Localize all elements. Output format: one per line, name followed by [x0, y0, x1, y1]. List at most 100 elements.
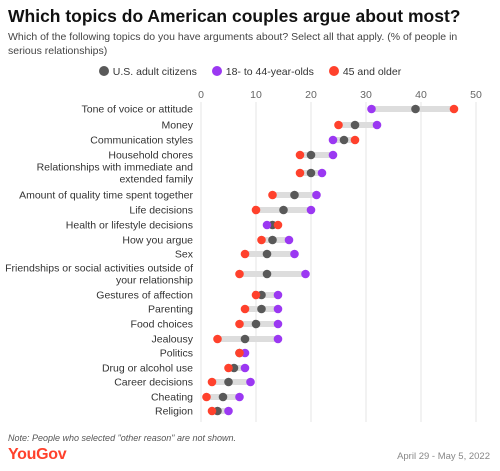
data-point-older	[235, 319, 244, 329]
data-point-all	[262, 269, 272, 279]
category-label-line: Relationships with immediate and	[37, 162, 194, 174]
category-label: Health or lifestyle decisions	[66, 220, 193, 232]
data-point-all	[306, 150, 316, 160]
category-label: Politics	[160, 348, 193, 360]
category-label-line: your relationship	[116, 275, 193, 287]
data-point-all	[268, 235, 277, 245]
x-tick-label: 40	[415, 89, 427, 101]
category-label: Food choices	[131, 319, 193, 331]
x-tick-label: 10	[250, 89, 262, 101]
category-label: Amount of quality time spent together	[19, 190, 193, 202]
data-point-young	[224, 406, 233, 416]
data-point-older	[449, 104, 459, 114]
chart-subtitle: Which of the following topics do you hav…	[8, 31, 458, 57]
legend-swatch-older	[328, 66, 339, 76]
data-point-older	[202, 392, 211, 402]
category-label: Communication styles	[90, 135, 193, 147]
data-point-young	[306, 205, 316, 215]
data-point-young	[367, 104, 376, 114]
source-logo: YouGov	[8, 446, 67, 463]
data-point-older	[273, 220, 283, 230]
legend-label-young: 18- to 44-year-olds	[225, 66, 314, 78]
category-label: Cheating	[151, 392, 193, 404]
data-point-all	[306, 168, 316, 178]
data-point-young	[246, 377, 255, 387]
data-point-older	[235, 269, 244, 279]
data-point-older	[295, 150, 305, 160]
data-point-older	[257, 235, 266, 245]
data-point-young	[328, 135, 338, 145]
data-point-older	[240, 249, 250, 259]
data-point-older	[251, 205, 261, 215]
data-point-young	[312, 190, 321, 200]
category-label: Sex	[175, 249, 194, 261]
data-point-young	[273, 334, 283, 344]
data-point-older	[295, 168, 305, 178]
data-point-older	[235, 348, 244, 358]
data-point-older	[334, 120, 343, 130]
data-point-all	[350, 120, 360, 130]
category-label: Household chores	[108, 150, 193, 162]
data-point-all	[411, 104, 420, 114]
data-point-all	[240, 334, 250, 344]
x-tick-label: 0	[198, 89, 204, 101]
data-point-young	[262, 220, 272, 230]
category-label: Friendships or social activities outside…	[5, 263, 193, 287]
legend-item-all: U.S. adult citizens	[98, 66, 197, 78]
data-point-young	[273, 304, 283, 314]
legend: U.S. adult citizens 18- to 44-year-olds …	[0, 66, 500, 78]
category-label: Drug or alcohol use	[102, 363, 193, 375]
data-point-young	[273, 290, 283, 300]
data-point-older	[224, 363, 233, 373]
data-point-older	[240, 304, 250, 314]
data-point-older	[213, 334, 222, 344]
category-label: Religion	[155, 406, 193, 418]
data-point-all	[224, 377, 233, 387]
category-label: Tone of voice or attitude	[82, 104, 194, 116]
data-point-older	[251, 290, 261, 300]
footnote: Note: People who selected "other reason"…	[8, 433, 237, 443]
data-point-older	[350, 135, 360, 145]
category-label: Gestures of affection	[96, 290, 193, 302]
category-label-line: extended family	[119, 174, 193, 186]
category-label: Career decisions	[114, 377, 193, 389]
data-point-young	[372, 120, 382, 130]
category-label-line: Friendships or social activities outside…	[5, 263, 193, 275]
data-point-all	[262, 249, 272, 259]
date-range: April 29 - May 5, 2022	[397, 451, 490, 462]
data-point-young	[273, 319, 283, 329]
category-label: How you argue	[122, 235, 193, 247]
category-label: Jealousy	[152, 334, 194, 346]
data-point-young	[290, 249, 299, 259]
data-point-young	[284, 235, 294, 245]
data-point-young	[301, 269, 310, 279]
data-point-all	[339, 135, 349, 145]
data-point-all	[279, 205, 288, 215]
x-tick-label: 30	[360, 89, 372, 101]
legend-item-young: 18- to 44-year-olds	[211, 66, 314, 78]
data-point-all	[251, 319, 261, 329]
category-label: Money	[161, 120, 193, 132]
data-point-older	[207, 406, 217, 416]
data-point-young	[240, 363, 250, 373]
chart-title: Which topics do American couples argue a…	[8, 6, 461, 26]
category-label: Life decisions	[129, 205, 193, 217]
data-point-all	[257, 304, 266, 314]
dot-plot: 0 10 20 30 40 50 Tone of voice or attitude Mone…	[5, 89, 482, 422]
data-point-all	[218, 392, 228, 402]
legend-item-older: 45 and older	[328, 66, 402, 78]
category-label: Relationships with immediate and extended…	[37, 162, 194, 186]
legend-label-all: U.S. adult citizens	[112, 66, 197, 78]
data-point-young	[317, 168, 327, 178]
x-tick-label: 50	[470, 89, 482, 101]
data-point-young	[328, 150, 338, 160]
data-point-all	[290, 190, 299, 200]
data-point-young	[235, 392, 244, 402]
x-tick-label: 20	[305, 89, 317, 101]
legend-swatch-all	[98, 66, 109, 76]
data-point-older	[268, 190, 277, 200]
category-label: Parenting	[148, 304, 193, 316]
legend-swatch-young	[211, 66, 222, 76]
legend-label-older: 45 and older	[342, 66, 402, 78]
data-point-older	[207, 377, 217, 387]
